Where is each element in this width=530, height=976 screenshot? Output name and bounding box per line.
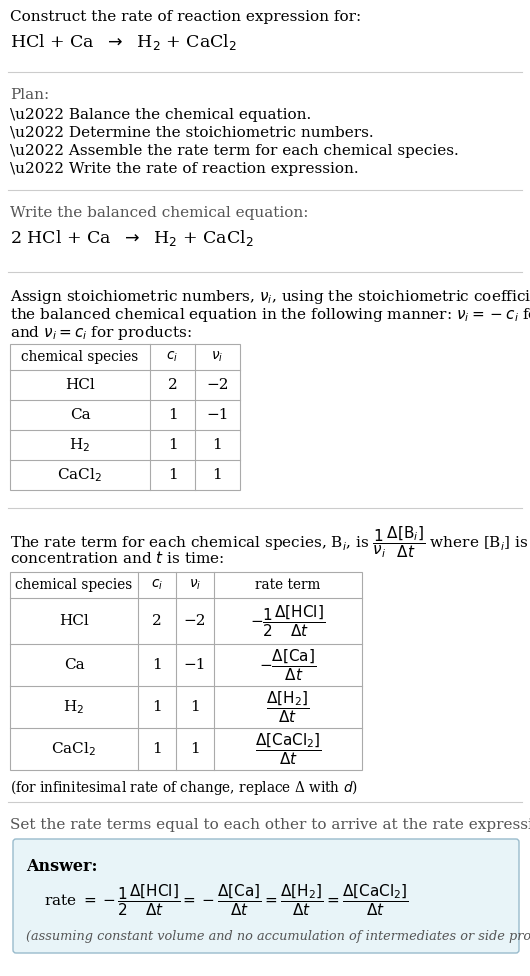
Text: HCl: HCl — [65, 378, 95, 392]
Text: Assign stoichiometric numbers, $\nu_i$, using the stoichiometric coefficients, $: Assign stoichiometric numbers, $\nu_i$, … — [10, 288, 530, 306]
Text: $-\dfrac{\Delta[\mathrm{Ca}]}{\Delta t}$: $-\dfrac{\Delta[\mathrm{Ca}]}{\Delta t}$ — [260, 647, 316, 683]
Text: HCl: HCl — [59, 614, 89, 628]
Text: 1: 1 — [167, 468, 178, 482]
Text: HCl + Ca  $\rightarrow$  H$_2$ + CaCl$_2$: HCl + Ca $\rightarrow$ H$_2$ + CaCl$_2$ — [10, 32, 237, 52]
Text: $\nu_i$: $\nu_i$ — [189, 578, 201, 592]
Text: $-\dfrac{1}{2}\dfrac{\Delta[\mathrm{HCl}]}{\Delta t}$: $-\dfrac{1}{2}\dfrac{\Delta[\mathrm{HCl}… — [251, 603, 325, 639]
Text: H$_2$: H$_2$ — [64, 698, 85, 715]
Bar — [10, 344, 240, 490]
Text: 1: 1 — [167, 408, 178, 422]
Text: 1: 1 — [167, 438, 178, 452]
Text: and $\nu_i = c_i$ for products:: and $\nu_i = c_i$ for products: — [10, 324, 192, 342]
Text: $\dfrac{\Delta[\mathrm{H_2}]}{\Delta t}$: $\dfrac{\Delta[\mathrm{H_2}]}{\Delta t}$ — [267, 689, 310, 725]
FancyBboxPatch shape — [13, 839, 519, 953]
Text: Ca: Ca — [64, 658, 84, 672]
Text: −2: −2 — [184, 614, 206, 628]
Text: 1: 1 — [213, 468, 223, 482]
Text: Write the balanced chemical equation:: Write the balanced chemical equation: — [10, 206, 308, 220]
Text: Ca: Ca — [69, 408, 90, 422]
Text: \u2022 Write the rate of reaction expression.: \u2022 Write the rate of reaction expres… — [10, 162, 359, 176]
Text: the balanced chemical equation in the following manner: $\nu_i = -c_i$ for react: the balanced chemical equation in the fo… — [10, 306, 530, 324]
Text: Construct the rate of reaction expression for:: Construct the rate of reaction expressio… — [10, 10, 361, 24]
Text: 1: 1 — [152, 700, 162, 714]
Text: (for infinitesimal rate of change, replace Δ with $d$): (for infinitesimal rate of change, repla… — [10, 778, 358, 797]
Text: H$_2$: H$_2$ — [69, 436, 91, 454]
Text: 1: 1 — [152, 658, 162, 672]
Text: 2 HCl + Ca  $\rightarrow$  H$_2$ + CaCl$_2$: 2 HCl + Ca $\rightarrow$ H$_2$ + CaCl$_2… — [10, 228, 254, 248]
Text: Answer:: Answer: — [26, 858, 98, 875]
Text: 1: 1 — [152, 742, 162, 756]
Text: rate $= -\dfrac{1}{2}\dfrac{\Delta[\mathrm{HCl}]}{\Delta t} = -\dfrac{\Delta[\ma: rate $= -\dfrac{1}{2}\dfrac{\Delta[\math… — [44, 882, 409, 917]
Text: −2: −2 — [206, 378, 229, 392]
Text: chemical species: chemical species — [15, 578, 132, 592]
Text: Set the rate terms equal to each other to arrive at the rate expression:: Set the rate terms equal to each other t… — [10, 818, 530, 832]
Text: 2: 2 — [167, 378, 178, 392]
Text: −1: −1 — [184, 658, 206, 672]
Text: $\nu_i$: $\nu_i$ — [211, 349, 224, 364]
Text: 1: 1 — [190, 742, 200, 756]
Text: chemical species: chemical species — [21, 350, 139, 364]
Text: 1: 1 — [190, 700, 200, 714]
Text: 1: 1 — [213, 438, 223, 452]
Text: concentration and $t$ is time:: concentration and $t$ is time: — [10, 550, 224, 566]
Text: The rate term for each chemical species, B$_i$, is $\dfrac{1}{\nu_i}\dfrac{\Delt: The rate term for each chemical species,… — [10, 524, 530, 560]
Text: \u2022 Balance the chemical equation.: \u2022 Balance the chemical equation. — [10, 108, 311, 122]
Text: $\dfrac{\Delta[\mathrm{CaCl_2}]}{\Delta t}$: $\dfrac{\Delta[\mathrm{CaCl_2}]}{\Delta … — [255, 731, 321, 767]
Text: CaCl$_2$: CaCl$_2$ — [57, 467, 103, 484]
Text: Plan:: Plan: — [10, 88, 49, 102]
Text: \u2022 Determine the stoichiometric numbers.: \u2022 Determine the stoichiometric numb… — [10, 126, 374, 140]
Text: (assuming constant volume and no accumulation of intermediates or side products): (assuming constant volume and no accumul… — [26, 930, 530, 943]
Text: CaCl$_2$: CaCl$_2$ — [51, 740, 96, 757]
Text: $c_i$: $c_i$ — [166, 349, 179, 364]
Text: rate term: rate term — [255, 578, 321, 592]
Bar — [10, 572, 362, 770]
Text: \u2022 Assemble the rate term for each chemical species.: \u2022 Assemble the rate term for each c… — [10, 144, 459, 158]
Text: −1: −1 — [206, 408, 229, 422]
Text: 2: 2 — [152, 614, 162, 628]
Text: $c_i$: $c_i$ — [151, 578, 163, 592]
